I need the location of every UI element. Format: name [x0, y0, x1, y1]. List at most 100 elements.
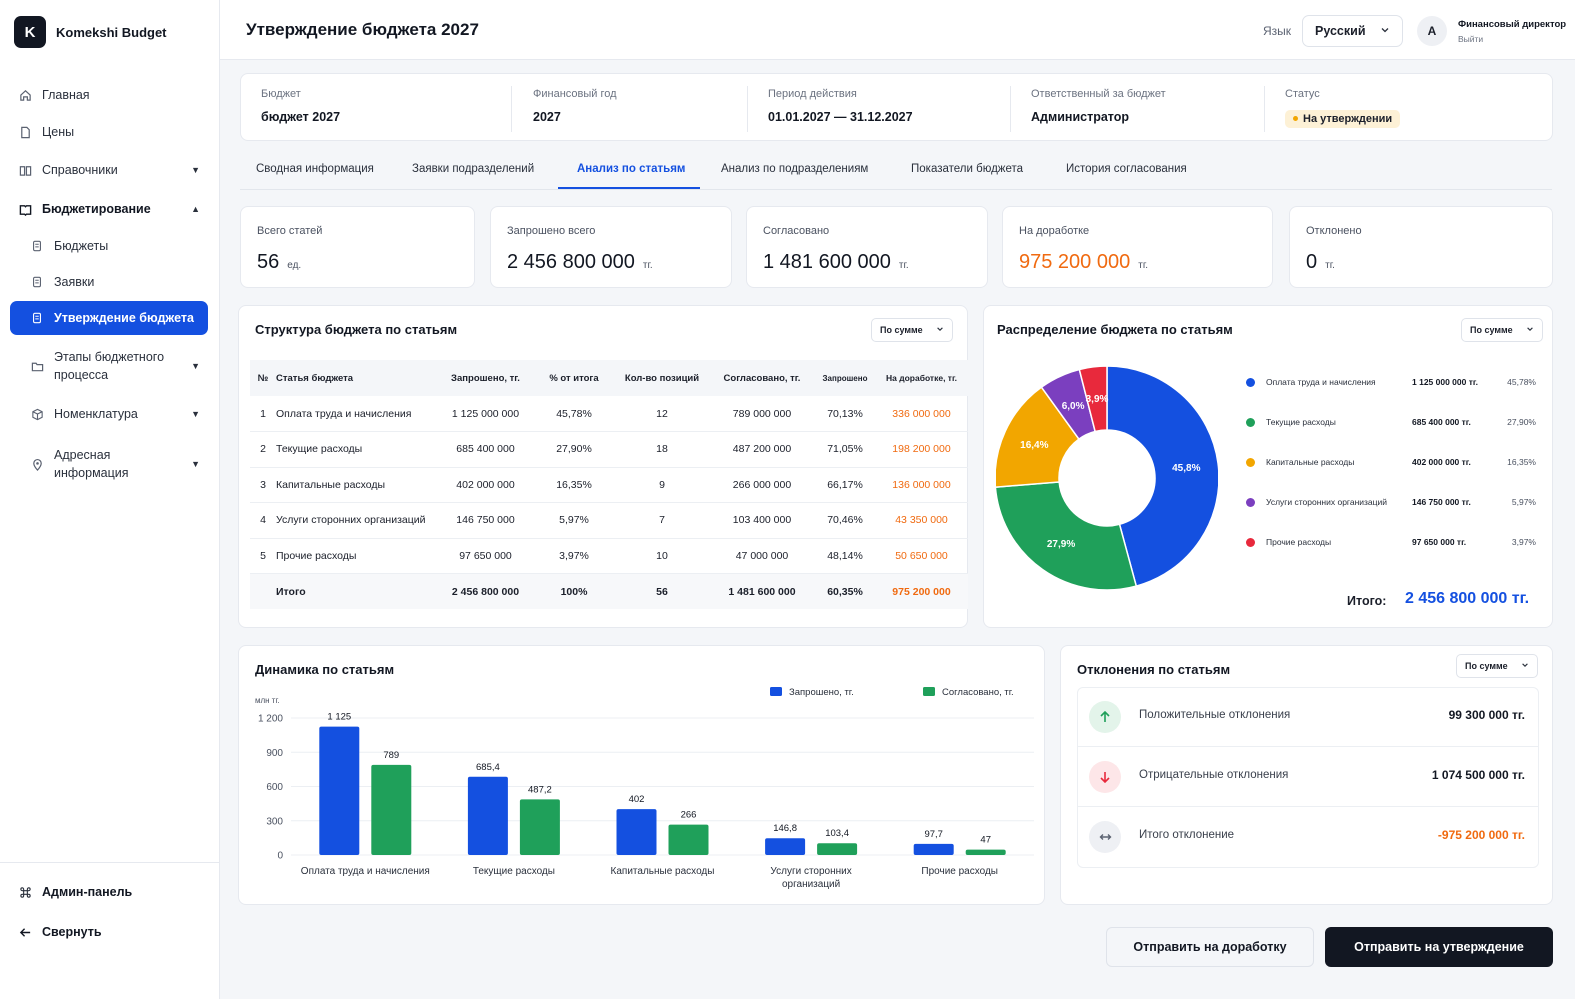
- table-row: 2 Текущие расходы 685 400 000 27,90% 18 487 2…: [250, 431, 968, 468]
- table-cell: 975 200 000: [875, 573, 968, 609]
- send-to-approval-button[interactable]: Отправить на утверждение: [1325, 927, 1553, 967]
- language-select[interactable]: Русский: [1302, 15, 1403, 47]
- kpi-unit: тг.: [898, 260, 909, 271]
- legend-value: 402 000 000 тг.: [1412, 457, 1471, 467]
- table-cell: 18: [615, 431, 709, 468]
- legend-value: 1 125 000 000 тг.: [1412, 377, 1478, 387]
- table-cell: Капитальные расходы: [276, 467, 438, 503]
- deviations-sort-select[interactable]: По сумме: [1456, 654, 1538, 678]
- deviation-negative: Отрицательные отклонения 1 074 500 000 т…: [1077, 747, 1539, 807]
- tab-analysis-by-departments[interactable]: Анализ по подразделениям: [721, 163, 869, 175]
- status-text: На утверждении: [1303, 112, 1393, 125]
- sidebar-item-prices[interactable]: Цены: [10, 122, 208, 142]
- sidebar-item-address-info[interactable]: Адресная информация ▼: [10, 445, 208, 483]
- table-header-row: № Статья бюджета Запрошено, тг. % от ито…: [250, 360, 968, 396]
- x-tick-label: Прочие расходы: [921, 866, 998, 877]
- sidebar-item-budgeting[interactable]: Бюджетирование ▲: [10, 199, 208, 219]
- table-cell: 60,35%: [815, 573, 875, 609]
- sidebar-item-nomenclature[interactable]: Номенклатура ▼: [10, 404, 208, 424]
- info-label: Финансовый год: [533, 88, 617, 100]
- sidebar-item-label: Бюджеты: [54, 239, 109, 253]
- logout-link[interactable]: Выйти: [1458, 34, 1484, 44]
- structure-sort-select[interactable]: По сумме: [871, 318, 953, 342]
- kpi-value: 0 тг.: [1306, 251, 1335, 274]
- sidebar-item-budgets[interactable]: Бюджеты: [10, 236, 208, 256]
- kpi-label: Запрошено всего: [507, 225, 596, 237]
- caret-down-icon: ▼: [191, 361, 200, 371]
- collapse-sidebar-button[interactable]: Свернуть: [10, 922, 208, 942]
- active-tab-indicator: [558, 187, 700, 189]
- table-cell: 9: [615, 467, 709, 503]
- sidebar-item-budget-stages[interactable]: Этапы бюджетного процесса ▼: [10, 347, 208, 385]
- divider: [1010, 86, 1011, 132]
- book-open-icon: [18, 202, 32, 216]
- tab-department-requests[interactable]: Заявки подразделений: [412, 163, 535, 175]
- pie-slice-label: 6,0%: [1062, 401, 1085, 412]
- table-cell: 70,46%: [815, 502, 875, 539]
- divider: [747, 86, 748, 132]
- pie-total-value: 2 456 800 000 тг.: [1405, 590, 1530, 607]
- sidebar-item-admin[interactable]: Админ-панель: [10, 882, 208, 902]
- table-cell: 97 650 000: [438, 538, 533, 574]
- tab-summary[interactable]: Сводная информация: [256, 163, 374, 175]
- sidebar-item-budget-approval[interactable]: Утверждение бюджета: [10, 301, 208, 335]
- sidebar-item-requests[interactable]: Заявки: [10, 272, 208, 292]
- distribution-title: Распределение бюджета по статьям: [997, 322, 1233, 337]
- info-status: Статус На утверждении: [1285, 74, 1401, 142]
- col-header: Запрошено: [815, 360, 875, 396]
- book-icon: [18, 163, 32, 177]
- table-cell: 16,35%: [533, 467, 615, 503]
- table-cell: 10: [615, 538, 709, 574]
- table-cell: 685 400 000: [438, 431, 533, 468]
- distribution-sort-select[interactable]: По сумме: [1461, 318, 1543, 342]
- legend-name: Оплата труда и начисления: [1266, 377, 1376, 387]
- table-cell: 48,14%: [815, 538, 875, 574]
- table-cell: Оплата труда и начисления: [276, 396, 438, 432]
- app-logo[interactable]: K Komekshi Budget: [14, 16, 167, 48]
- col-header: % от итога: [533, 360, 615, 396]
- table-cell: 146 750 000: [438, 502, 533, 539]
- tab-budget-indicators[interactable]: Показатели бюджета: [911, 163, 1024, 175]
- exchange-icon: [1089, 821, 1121, 853]
- deviation-total: Итого отклонение -975 200 000 тг.: [1077, 807, 1539, 867]
- structure-title: Структура бюджета по статьям: [255, 322, 458, 337]
- chevron-down-icon: [1380, 24, 1390, 38]
- kpi-unit: тг.: [1325, 260, 1335, 271]
- dynamics-bar-chart: млн тг. 0 300 600 900 1 200 Запрошено, тг. Согл…: [255, 687, 1034, 890]
- col-header: На доработке, тг.: [875, 360, 968, 396]
- info-value: Администратор: [1031, 110, 1130, 124]
- pie-slice-label: 27,9%: [1047, 539, 1075, 550]
- file-icon: [30, 311, 44, 325]
- legend-dot: [1246, 378, 1255, 387]
- info-period: Период действия 01.01.2027 — 31.12.2027: [768, 74, 913, 142]
- tab-approval-history[interactable]: История согласования: [1066, 163, 1187, 175]
- sidebar-item-references[interactable]: Справочники ▼: [10, 160, 208, 180]
- info-budget: Бюджет бюджет 2027: [261, 74, 340, 142]
- send-to-revision-button[interactable]: Отправить на доработку: [1106, 927, 1314, 967]
- pie-slice-label: 45,8%: [1172, 463, 1200, 474]
- status-dot: [1293, 116, 1298, 121]
- avatar[interactable]: А: [1417, 16, 1447, 46]
- col-header: Статья бюджета: [276, 360, 438, 396]
- table-cell: 5,97%: [533, 502, 615, 539]
- folder-icon: [30, 359, 44, 373]
- table-cell: 47 000 000: [709, 538, 815, 574]
- deviation-value: 99 300 000 тг.: [1448, 708, 1525, 722]
- sidebar-item-label: Утверждение бюджета: [54, 311, 194, 325]
- bar: [913, 843, 954, 855]
- structure-table: № Статья бюджета Запрошено, тг. % от ито…: [250, 360, 968, 609]
- kpi-number: 0: [1306, 251, 1318, 273]
- caret-up-icon: ▲: [191, 204, 200, 214]
- table-cell: Прочие расходы: [276, 538, 438, 574]
- legend-percent: 45,78%: [1507, 377, 1536, 387]
- tab-analysis-by-items[interactable]: Анализ по статьям: [577, 163, 686, 175]
- table-cell: 100%: [533, 573, 615, 609]
- sidebar-item-label: Справочники: [42, 163, 118, 177]
- sidebar-item-home[interactable]: Главная: [10, 85, 208, 105]
- col-header: Согласовано, тг.: [709, 360, 815, 396]
- table-body: 1 Оплата труда и начисления 1 125 000 000 4…: [250, 396, 968, 609]
- table-cell: 45,78%: [533, 396, 615, 432]
- kpi-value: 975 200 000 тг.: [1019, 251, 1148, 274]
- kpi-value: 1 481 600 000 тг.: [763, 251, 909, 274]
- table-cell: 43 350 000: [875, 502, 968, 539]
